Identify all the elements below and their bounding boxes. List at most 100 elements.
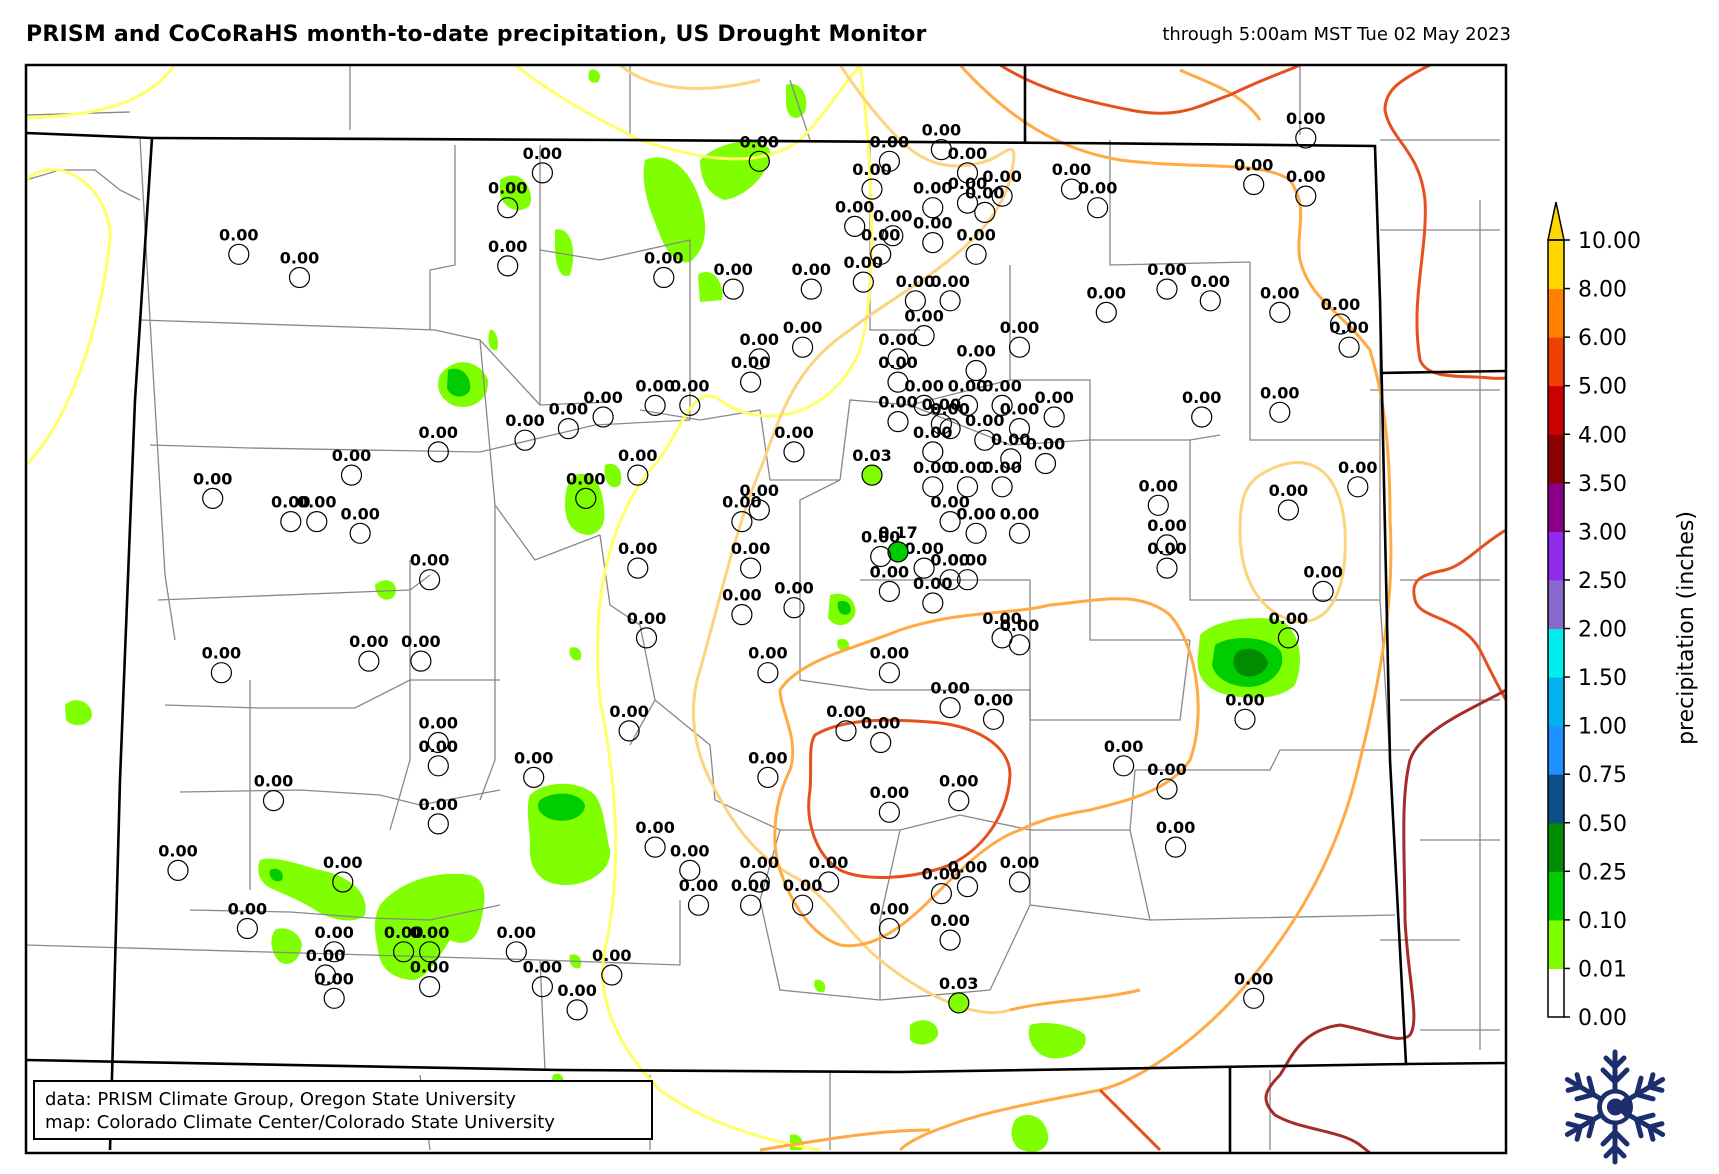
station-marker <box>1243 173 1265 196</box>
station-value-label: 0.00 <box>1000 318 1039 337</box>
station-value-label: 0.00 <box>740 330 779 349</box>
colorbar-segment <box>1548 434 1564 484</box>
colorbar-segment <box>1548 240 1564 290</box>
colorbar-segment <box>1548 919 1564 969</box>
station-value-label: 0.00 <box>1078 179 1117 198</box>
colorbar-tick-label: 1.00 <box>1578 715 1627 740</box>
station-marker <box>1295 127 1317 149</box>
station-value-label: 0.00 <box>896 272 935 291</box>
station-value-label: 0.00 <box>913 423 952 442</box>
station-value-label: 0.00 <box>956 504 995 523</box>
station-value-label: 0.00 <box>419 737 458 756</box>
colorbar-segment <box>1548 385 1564 435</box>
station-marker <box>419 975 441 998</box>
station-marker <box>236 917 258 940</box>
station-marker <box>991 394 1013 416</box>
station-marker <box>644 836 666 858</box>
colorbar-tick-label: 0.75 <box>1578 763 1627 788</box>
station-value-label: 0.00 <box>1329 318 1368 337</box>
station-value-label: 0.00 <box>982 609 1021 628</box>
colorbar-segment <box>1548 337 1564 387</box>
station-marker <box>427 731 449 754</box>
station-value-label: 0.00 <box>505 411 544 430</box>
station-marker <box>791 336 814 358</box>
station-value-label: 0.00 <box>410 551 449 570</box>
station-value-label: 0.00 <box>488 237 527 256</box>
station-value-label: 0.00 <box>314 923 353 942</box>
station-marker <box>731 603 753 626</box>
station-marker <box>800 278 822 300</box>
station-marker <box>878 917 901 940</box>
station-value-label: 0.00 <box>592 946 631 965</box>
station-value-label: 0.00 <box>722 586 761 605</box>
station-marker <box>948 789 970 812</box>
map-frame <box>24 63 1508 1155</box>
station-value-label: 0.03 <box>939 974 978 993</box>
station-value-label: 0.00 <box>774 423 813 442</box>
station-marker <box>870 545 892 568</box>
station-value-label: 0.00 <box>228 900 267 919</box>
county-boundaries <box>26 65 1500 1151</box>
station-value-label: 0.00 <box>922 865 961 884</box>
station-marker <box>922 232 944 254</box>
station-marker <box>323 941 345 963</box>
station-marker <box>523 766 545 789</box>
station-marker <box>1112 755 1135 777</box>
station-value-label: 0.00 <box>609 702 648 721</box>
station-value-label: 0.00 <box>523 144 562 163</box>
colorbar-tick-label: 3.50 <box>1578 472 1627 497</box>
station-value-label: 0.00 <box>748 644 787 663</box>
station-marker <box>948 992 970 1014</box>
station-value-label: 0.00 <box>1269 609 1308 628</box>
station-marker <box>1243 987 1265 1009</box>
station-marker <box>878 150 901 172</box>
station-value-label: 0.00 <box>1147 760 1186 779</box>
station-value-label: 0.00 <box>635 818 674 837</box>
station-marker <box>922 476 944 498</box>
station-value-label: 0.00 <box>1104 737 1143 756</box>
station-marker <box>202 487 224 509</box>
colorbar-segment <box>1548 871 1564 921</box>
station-value-label: 0.00 <box>904 307 943 326</box>
station-value-label: 0.00 <box>748 748 787 767</box>
drought-d3-contour <box>1412 528 1506 701</box>
station-value-label: 0.00 <box>557 981 596 1000</box>
colorbar-tick-label: 4.00 <box>1578 423 1627 448</box>
colorbar-segment <box>1548 774 1564 824</box>
valid-time: through 5:00am MST Tue 02 May 2023 <box>1162 24 1511 45</box>
station-value-label: 0.00 <box>878 330 917 349</box>
station-marker <box>748 871 770 893</box>
station-marker <box>1164 836 1187 858</box>
station-marker <box>1156 278 1178 300</box>
station-marker <box>913 557 935 579</box>
station-marker <box>679 394 701 416</box>
station-marker <box>1234 708 1256 730</box>
colorbar-tick-label: 5.00 <box>1578 375 1627 400</box>
station-value-label: 0.00 <box>913 458 952 477</box>
station-value-label: 0.00 <box>618 539 657 558</box>
station-marker <box>1156 557 1178 579</box>
drought-d2-contour <box>759 1128 931 1152</box>
station-marker <box>939 510 961 533</box>
station-marker <box>852 271 874 293</box>
map-title: PRISM and CoCoRaHS month-to-date precipi… <box>26 22 927 47</box>
station-marker <box>982 708 1005 730</box>
station-marker <box>627 464 649 486</box>
station-value-label: 0.00 <box>930 911 969 930</box>
station-marker <box>1329 313 1352 335</box>
station-marker <box>835 720 857 742</box>
drought-d1-contour <box>692 669 1011 1015</box>
station-value-label: 0.00 <box>1286 167 1325 186</box>
station-value-label: 0.00 <box>1260 283 1299 302</box>
station-value-label: 0.00 <box>1225 690 1264 709</box>
station-marker <box>531 975 554 998</box>
station-value-label: 0.00 <box>1147 260 1186 279</box>
station-value-label: 0.00 <box>1000 400 1039 419</box>
station-marker <box>887 411 909 433</box>
station-value-label: 0.00 <box>783 318 822 337</box>
station-value-label: 0.00 <box>1026 435 1065 454</box>
station-value-label: 0.00 <box>852 160 891 179</box>
station-value-label: 0.00 <box>904 376 943 395</box>
station-value-label: 0.00 <box>670 841 709 860</box>
station-value-label: 0.00 <box>982 376 1021 395</box>
